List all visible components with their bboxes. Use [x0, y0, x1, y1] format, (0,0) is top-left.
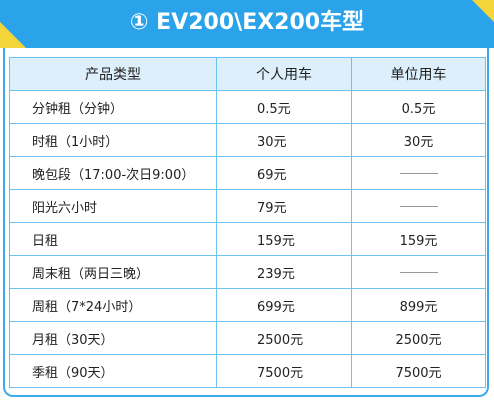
table-row: 季租（90天） 7500元 7500元 — [9, 354, 486, 388]
table-row: 时租（1小时） 30元 30元 — [9, 123, 486, 157]
table-row: 周租（7*24小时） 699元 899元 — [9, 288, 486, 322]
personal-price-cell: 0.5元 — [216, 90, 352, 124]
company-price-unavailable-cell — [351, 255, 486, 289]
page-title: ① EV200\EX200车型 — [129, 10, 365, 35]
not-available-dash — [399, 172, 438, 174]
company-price-cell: 899元 — [351, 288, 486, 322]
table-row: 晚包段（17:00-次日9:00） 69元 — [9, 156, 486, 190]
company-price-unavailable-cell — [351, 189, 486, 223]
personal-price-cell: 7500元 — [216, 354, 352, 388]
table-row: 周末租（两日三晚） 239元 — [9, 255, 486, 289]
not-available-dash — [399, 271, 438, 273]
product-type-cell: 日租 — [9, 222, 217, 256]
table-row: 分钟租（分钟） 0.5元 0.5元 — [9, 90, 486, 124]
table-row: 月租（30天） 2500元 2500元 — [9, 321, 486, 355]
price-table-card: 产品类型 个人用车 单位用车 分钟租（分钟） 0.5元 0.5元 时租（1小时） 30元… — [3, 48, 489, 397]
company-price-cell: 0.5元 — [351, 90, 486, 124]
personal-price-cell: 2500元 — [216, 321, 352, 355]
product-type-cell: 时租（1小时） — [9, 123, 217, 157]
column-header-product-type: 产品类型 — [9, 57, 217, 91]
column-header-personal: 个人用车 — [216, 57, 352, 91]
title-banner: ① EV200\EX200车型 — [0, 0, 494, 48]
company-price-cell: 159元 — [351, 222, 486, 256]
product-type-cell: 月租（30天） — [9, 321, 217, 355]
personal-price-cell: 239元 — [216, 255, 352, 289]
price-table: 产品类型 个人用车 单位用车 分钟租（分钟） 0.5元 0.5元 时租（1小时） 30元… — [9, 57, 486, 388]
product-type-cell: 晚包段（17:00-次日9:00） — [9, 156, 217, 190]
personal-price-cell: 159元 — [216, 222, 352, 256]
not-available-dash — [399, 205, 438, 207]
table-header-row: 产品类型 个人用车 单位用车 — [9, 57, 486, 91]
product-type-cell: 阳光六小时 — [9, 189, 217, 223]
product-type-cell: 季租（90天） — [9, 354, 217, 388]
table-row: 日租 159元 159元 — [9, 222, 486, 256]
product-type-cell: 周租（7*24小时） — [9, 288, 217, 322]
company-price-cell: 2500元 — [351, 321, 486, 355]
personal-price-cell: 69元 — [216, 156, 352, 190]
company-price-cell: 30元 — [351, 123, 486, 157]
company-price-unavailable-cell — [351, 156, 486, 190]
personal-price-cell: 699元 — [216, 288, 352, 322]
column-header-company: 单位用车 — [351, 57, 486, 91]
product-type-cell: 周末租（两日三晚） — [9, 255, 217, 289]
company-price-cell: 7500元 — [351, 354, 486, 388]
product-type-cell: 分钟租（分钟） — [9, 90, 217, 124]
corner-decoration-right — [472, 0, 494, 22]
personal-price-cell: 79元 — [216, 189, 352, 223]
personal-price-cell: 30元 — [216, 123, 352, 157]
corner-decoration-left — [0, 22, 26, 48]
table-row: 阳光六小时 79元 — [9, 189, 486, 223]
